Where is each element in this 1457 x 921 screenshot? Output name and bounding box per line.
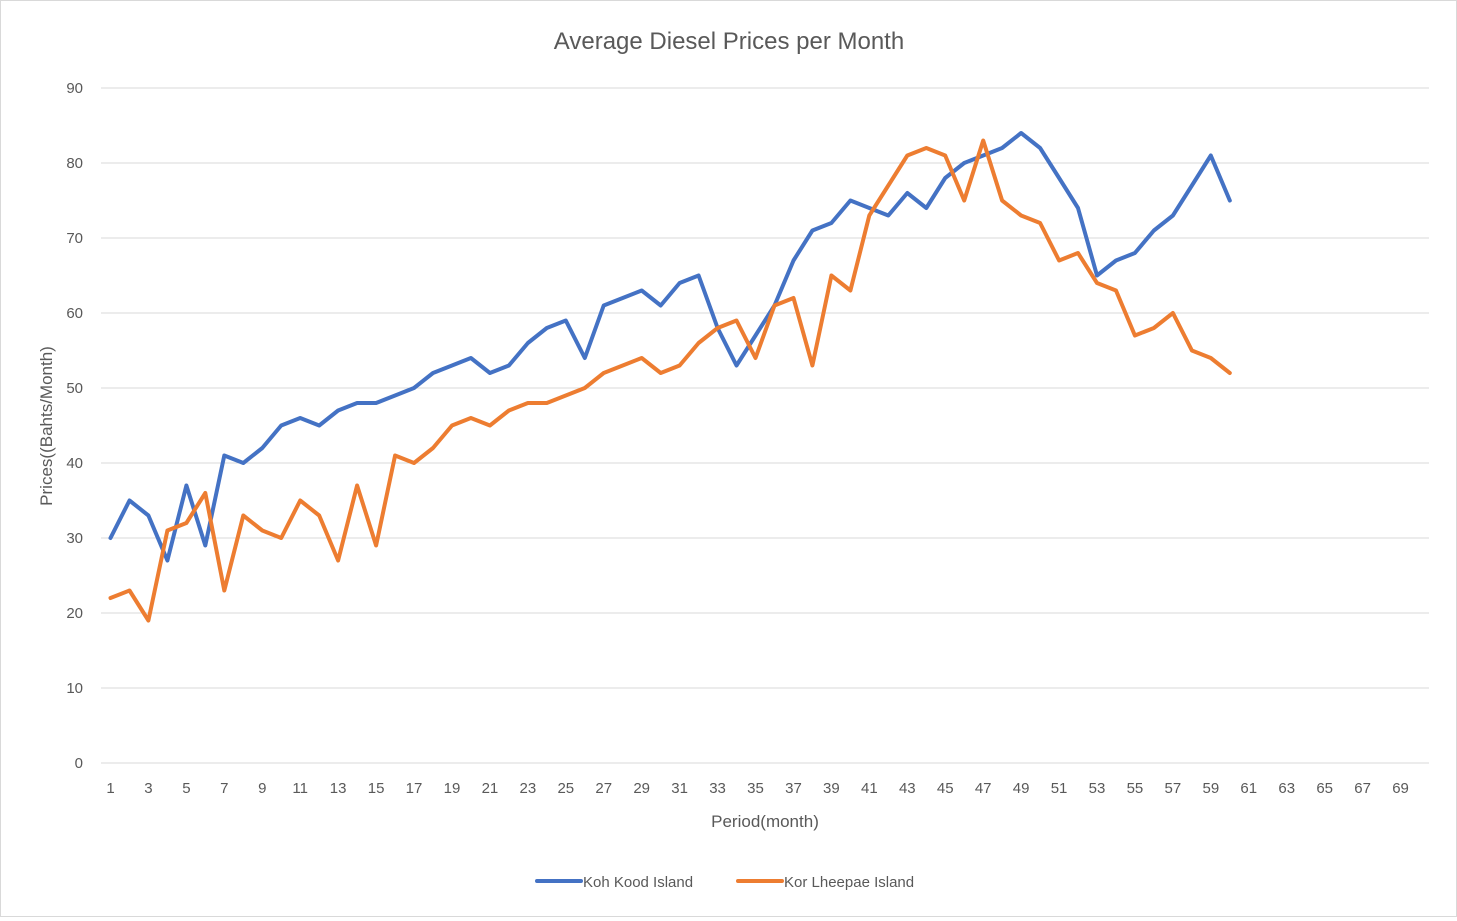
y-tick-label: 40	[66, 455, 83, 472]
y-tick-label: 60	[66, 305, 83, 322]
x-tick-label: 41	[861, 780, 878, 797]
x-tick-label: 37	[785, 780, 802, 797]
x-tick-label: 13	[330, 780, 347, 797]
series-line-2	[108, 138, 1232, 623]
y-tick-label: 50	[66, 380, 83, 397]
x-tick-label: 5	[182, 780, 190, 797]
x-tick-label: 47	[975, 780, 992, 797]
x-tick-label: 55	[1127, 780, 1144, 797]
legend-label: Kor Lheepae Island	[784, 874, 914, 891]
y-tick-label: 70	[66, 230, 83, 247]
y-tick-label: 0	[75, 755, 83, 772]
x-tick-label: 17	[406, 780, 423, 797]
y-tick-label: 80	[66, 155, 83, 172]
x-tick-label: 45	[937, 780, 954, 797]
x-tick-label: 15	[368, 780, 385, 797]
x-tick-label: 19	[444, 780, 461, 797]
x-tick-label: 21	[482, 780, 499, 797]
series-line-1	[108, 131, 1232, 563]
y-axis-ticks: 0 10 20 30 40 50 60 70 80 90	[66, 80, 83, 772]
x-tick-label: 23	[520, 780, 537, 797]
y-axis-title: Prices((Bahts/Month)	[37, 346, 56, 506]
x-tick-label: 27	[595, 780, 612, 797]
x-tick-label: 7	[220, 780, 228, 797]
x-tick-label: 1	[106, 780, 114, 797]
x-tick-label: 49	[1013, 780, 1030, 797]
x-axis-title: Period(month)	[711, 812, 819, 831]
x-tick-label: 59	[1202, 780, 1219, 797]
x-axis-ticks: 1 3 5 7 9 11 13 15 17 19 21 23 25 27 29 31 33 35 37 39 41 43 4…	[106, 780, 1409, 797]
legend-label: Koh Kood Island	[583, 874, 693, 891]
x-tick-label: 39	[823, 780, 840, 797]
x-tick-label: 31	[671, 780, 688, 797]
x-tick-label: 63	[1278, 780, 1295, 797]
series-lines	[108, 131, 1232, 623]
x-tick-label: 53	[1089, 780, 1106, 797]
x-tick-label: 9	[258, 780, 266, 797]
chart-title: Average Diesel Prices per Month	[554, 28, 904, 55]
x-tick-label: 29	[633, 780, 650, 797]
x-tick-label: 51	[1051, 780, 1068, 797]
y-tick-label: 90	[66, 80, 83, 97]
x-tick-label: 65	[1316, 780, 1333, 797]
y-tick-label: 20	[66, 605, 83, 622]
x-tick-label: 33	[709, 780, 726, 797]
x-tick-label: 43	[899, 780, 916, 797]
x-tick-label: 61	[1240, 780, 1257, 797]
x-tick-label: 69	[1392, 780, 1409, 797]
x-tick-label: 67	[1354, 780, 1371, 797]
x-tick-label: 3	[144, 780, 152, 797]
x-tick-label: 57	[1165, 780, 1182, 797]
y-tick-label: 30	[66, 530, 83, 547]
y-tick-label: 10	[66, 680, 83, 697]
x-tick-label: 35	[747, 780, 764, 797]
x-tick-label: 11	[292, 780, 308, 797]
legend: Koh Kood Island Kor Lheepae Island	[535, 874, 914, 891]
gridlines	[101, 87, 1429, 764]
x-tick-label: 25	[557, 780, 574, 797]
